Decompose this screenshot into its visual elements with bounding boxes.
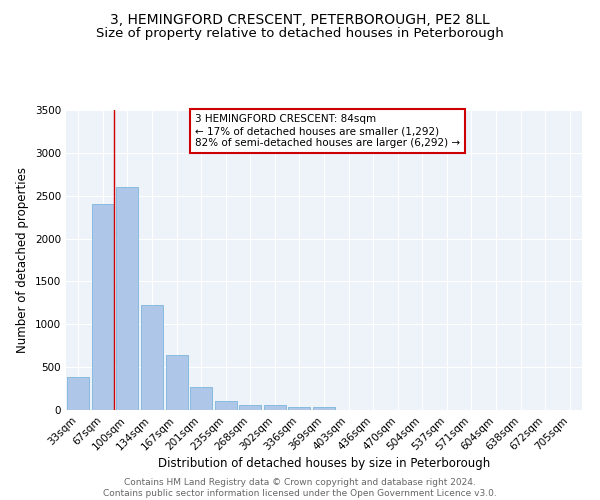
Bar xyxy=(116,187,139,410)
Text: Contains HM Land Registry data © Crown copyright and database right 2024.
Contai: Contains HM Land Registry data © Crown c… xyxy=(103,478,497,498)
Bar xyxy=(264,406,286,410)
Bar xyxy=(141,304,163,410)
Text: 3, HEMINGFORD CRESCENT, PETERBOROUGH, PE2 8LL: 3, HEMINGFORD CRESCENT, PETERBOROUGH, PE… xyxy=(110,12,490,26)
Text: Size of property relative to detached houses in Peterborough: Size of property relative to detached ho… xyxy=(96,28,504,40)
Text: 3 HEMINGFORD CRESCENT: 84sqm
← 17% of detached houses are smaller (1,292)
82% of: 3 HEMINGFORD CRESCENT: 84sqm ← 17% of de… xyxy=(195,114,460,148)
Bar xyxy=(166,355,188,410)
Y-axis label: Number of detached properties: Number of detached properties xyxy=(16,167,29,353)
Bar xyxy=(313,408,335,410)
Bar xyxy=(215,401,237,410)
Bar xyxy=(239,405,262,410)
X-axis label: Distribution of detached houses by size in Peterborough: Distribution of detached houses by size … xyxy=(158,458,490,470)
Bar xyxy=(289,406,310,410)
Bar xyxy=(190,388,212,410)
Bar xyxy=(92,204,114,410)
Bar xyxy=(67,376,89,410)
